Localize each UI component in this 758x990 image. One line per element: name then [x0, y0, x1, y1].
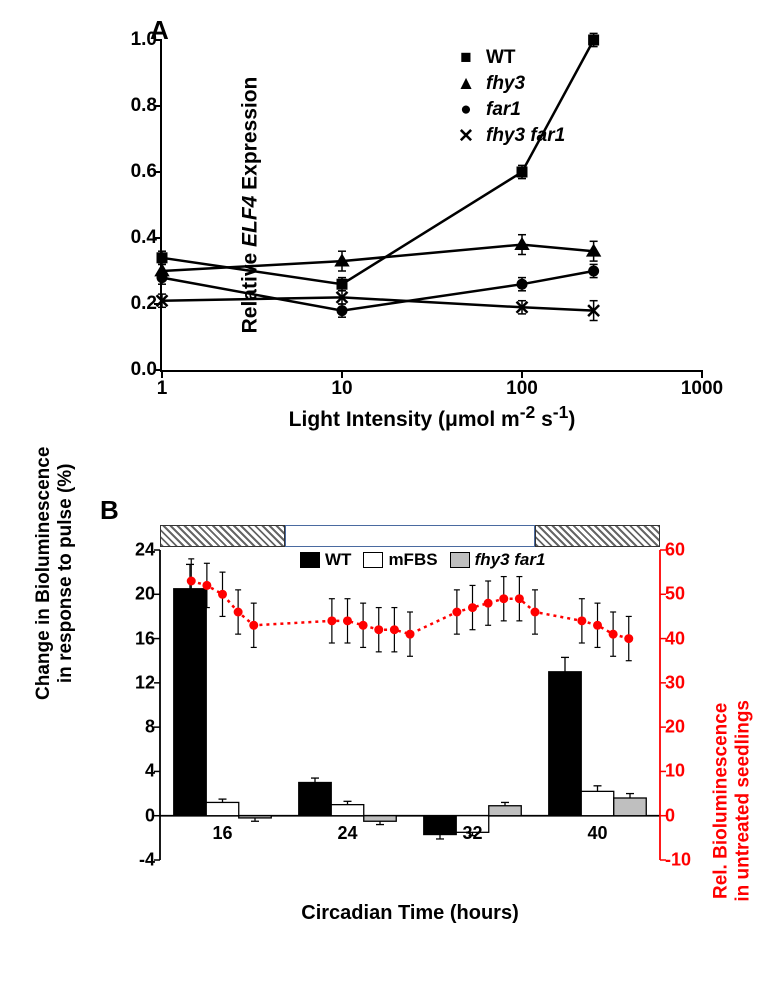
ytick-left-b: 16 — [120, 628, 155, 649]
ytick-right-b: 30 — [665, 672, 698, 693]
daybar-segment — [535, 525, 660, 547]
xtick-a: 10 — [331, 378, 352, 400]
y-right-b-label: Rel. Bioluminescencein untreated seedlin… — [711, 700, 755, 902]
ytick-a: 0.0 — [117, 359, 157, 381]
x-axis-a-label: Light Intensity (μmol m-2 s-1) — [289, 402, 576, 432]
ytick-left-b: 24 — [120, 540, 155, 561]
chart-a-plot-area: Relative ELF4 Expression Light Intensity… — [160, 40, 702, 372]
ytick-left-b: 20 — [120, 584, 155, 605]
panel-a: A Relative ELF4 Expression Light Intensi… — [60, 20, 738, 460]
xtick-a: 100 — [506, 378, 538, 400]
ytick-left-b: 0 — [120, 805, 155, 826]
y-left-b-label: Change in Bioluminescencein response to … — [33, 447, 77, 700]
ytick-right-b: 10 — [665, 761, 698, 782]
ytick-right-b: 0 — [665, 805, 698, 826]
ytick-right-b: -10 — [665, 850, 698, 871]
xtick-b: 24 — [337, 823, 357, 844]
ytick-left-b: -4 — [120, 850, 155, 871]
ytick-a: 1.0 — [117, 29, 157, 51]
ytick-right-b: 50 — [665, 584, 698, 605]
panel-b: B WTmFBSfhy3 far1 Circadian Time (hours)… — [40, 490, 738, 940]
plot-a-svg — [162, 40, 702, 370]
ytick-right-b: 40 — [665, 628, 698, 649]
chart-b-plot-area: WTmFBSfhy3 far1 Circadian Time (hours) -… — [160, 550, 660, 860]
xtick-b: 32 — [462, 823, 482, 844]
ytick-right-b: 20 — [665, 717, 698, 738]
ytick-a: 0.2 — [117, 293, 157, 315]
xtick-b: 16 — [212, 823, 232, 844]
figure: A Relative ELF4 Expression Light Intensi… — [20, 20, 738, 940]
daybar-segment — [160, 525, 285, 547]
xtick-b: 40 — [587, 823, 607, 844]
daybar-segment — [285, 525, 535, 547]
ytick-right-b: 60 — [665, 540, 698, 561]
plot-b-svg — [160, 550, 660, 860]
xtick-a: 1 — [157, 378, 168, 400]
ytick-a: 0.4 — [117, 227, 157, 249]
ytick-left-b: 4 — [120, 761, 155, 782]
day-night-bar — [160, 525, 660, 547]
ytick-a: 0.8 — [117, 95, 157, 117]
ytick-left-b: 8 — [120, 717, 155, 738]
xtick-a: 1000 — [681, 378, 723, 400]
ytick-a: 0.6 — [117, 161, 157, 183]
panel-b-label: B — [100, 495, 119, 526]
ytick-left-b: 12 — [120, 672, 155, 693]
x-axis-b-label: Circadian Time (hours) — [301, 902, 518, 925]
